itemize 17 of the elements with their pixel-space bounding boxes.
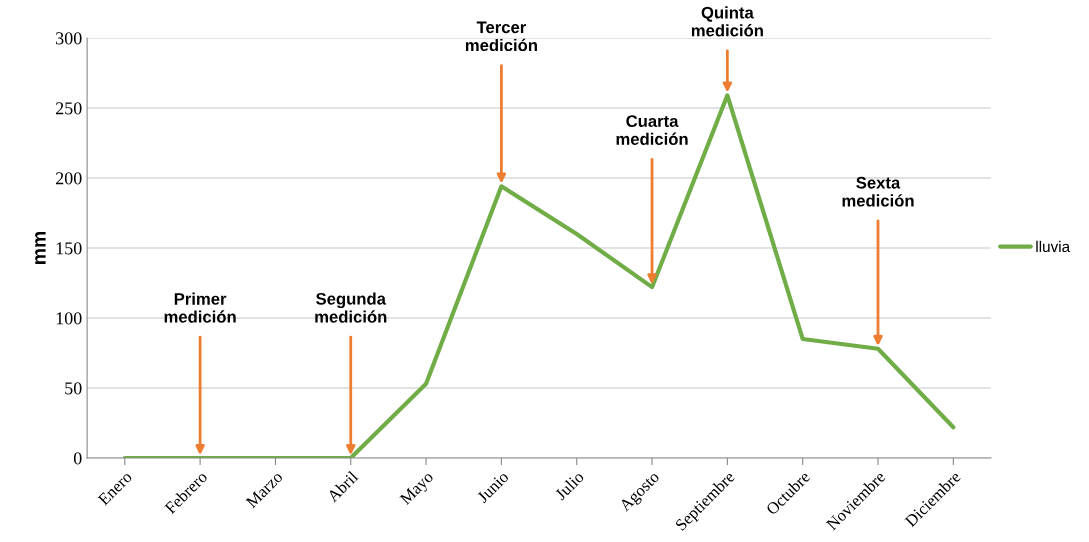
y-tick-label: 0	[73, 452, 82, 465]
y-tick-label: 200	[55, 172, 82, 185]
legend-label: lluvia	[1036, 240, 1071, 253]
y-tick-label: 100	[56, 312, 82, 325]
annotation: Primer medición	[164, 292, 236, 323]
annotation: Tercer medición	[465, 21, 537, 52]
y-tick-label: 300	[56, 32, 82, 45]
annotation: Sexta medición	[842, 176, 914, 207]
annotation: Segunda medición	[315, 292, 387, 323]
x-tick-label: Julio	[554, 470, 585, 501]
y-axis-title: mm	[35, 231, 46, 264]
annotation: Cuarta medición	[616, 115, 688, 145]
annotation: Quinta medición	[691, 6, 763, 37]
y-tick-label: 150	[56, 242, 82, 255]
y-tick-label: 250	[55, 102, 82, 115]
line-series	[122, 93, 956, 458]
y-tick-label: 50	[65, 382, 82, 395]
